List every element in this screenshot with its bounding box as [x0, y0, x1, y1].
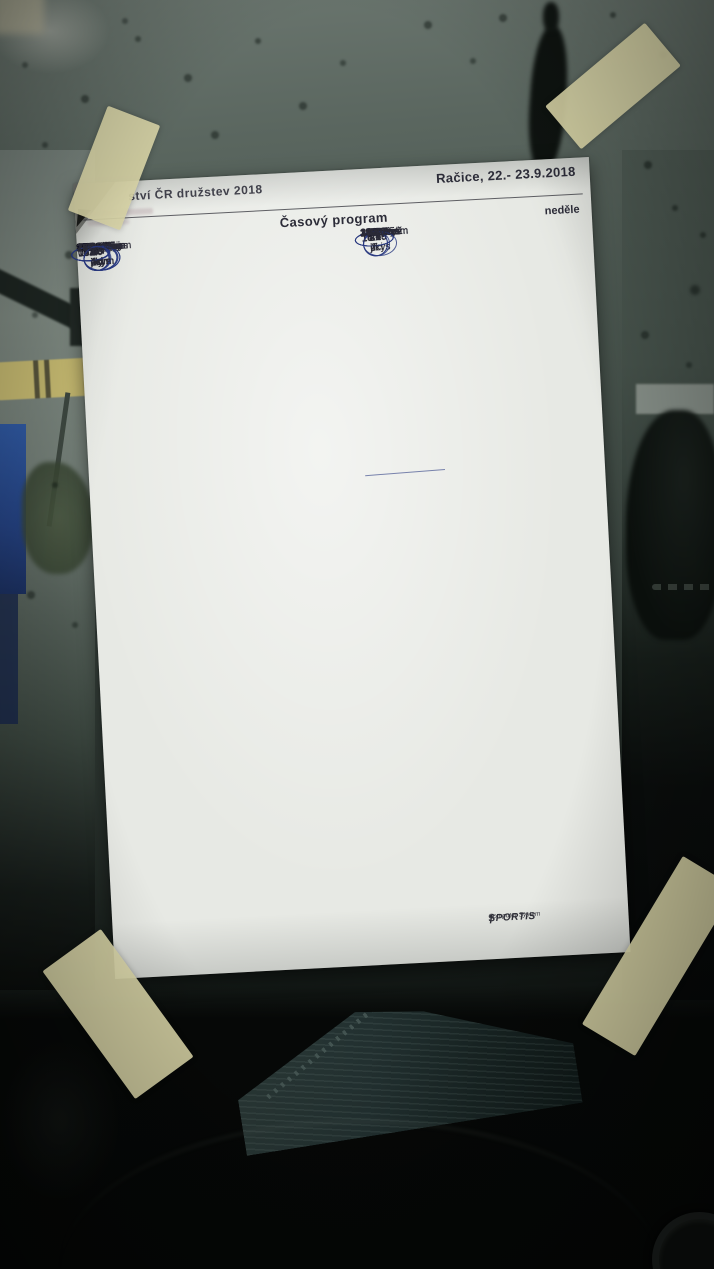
sportis-logo: Computer System ƒ SPORTIS	[488, 906, 620, 924]
greenery	[22, 462, 94, 574]
tape-remnant	[0, 0, 44, 34]
blue-object-lower	[0, 594, 18, 724]
cell-ord: 26	[76, 242, 89, 254]
pen-underline	[365, 468, 445, 477]
schedule-paper: ství ČR družstev 2018 Račice, 22.- 23.9.…	[70, 157, 631, 979]
light-band-reflection	[636, 384, 714, 414]
venue-date: Račice, 22.- 23.9.2018	[435, 163, 576, 187]
cell-ord: 37	[360, 227, 372, 239]
dashboard-edge-highlight	[60, 1120, 660, 1269]
yellow-beam	[0, 357, 93, 401]
car-reflection	[626, 410, 714, 640]
chain-reflection	[652, 584, 712, 590]
logo-name: SPORTIS	[488, 910, 536, 925]
blue-object	[0, 424, 26, 594]
dashboard-glow	[0, 1040, 120, 1200]
event-title: ství ČR družstev 2018	[127, 182, 263, 204]
wiper-shadow-small	[543, 2, 559, 32]
rain-droplets	[0, 0, 6, 6]
